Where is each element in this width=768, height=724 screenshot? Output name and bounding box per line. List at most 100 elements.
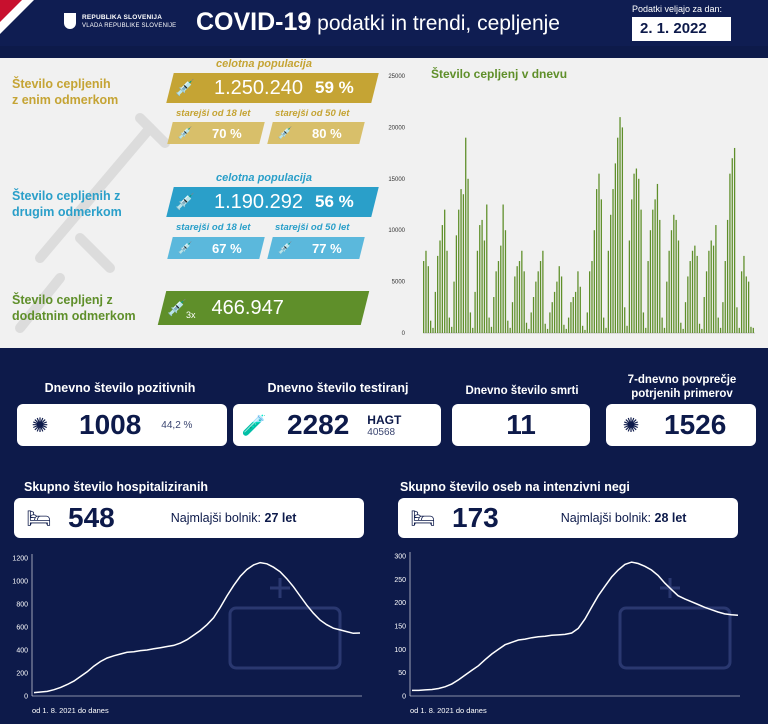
vaccination-bar — [605, 327, 607, 333]
vaccination-bar — [687, 276, 689, 333]
vaccination-bar — [617, 137, 619, 333]
vaccination-bar — [745, 276, 747, 333]
booster-label: Število cepljenj z dodatnim odmerkom — [12, 293, 136, 323]
vaccination-bar — [567, 317, 570, 333]
vaccination-bar — [495, 271, 497, 333]
y-tick-label: 0 — [402, 331, 406, 337]
syringe-icon: 💉 — [177, 241, 193, 255]
org-name-line2: VLADA REPUBLIKE SLOVENIJE — [82, 23, 177, 29]
icu-youngest-value: 28 let — [654, 511, 687, 525]
y-tick-label: 800 — [16, 602, 28, 609]
second-dose-pct: 56 % — [314, 192, 354, 211]
vaccination-bar — [603, 317, 605, 333]
vaccination-bar — [586, 312, 588, 333]
tests-value: 2282 — [287, 409, 350, 440]
vaccination-bar — [479, 225, 481, 333]
daily-vaccination-chart-title: Število cepljenj v dnevu — [431, 66, 567, 81]
second-dose-age18-bar: 💉 67 % — [167, 237, 265, 259]
vaccination-bar — [532, 297, 535, 333]
second-dose-pop-label: celotna populacija — [216, 172, 312, 184]
syringe-icon: 💉 — [177, 126, 193, 140]
vaccination-bar — [659, 219, 661, 333]
icu-xlabel: od 1. 8. 2021 do danes — [410, 706, 487, 715]
y-tick-label: 1000 — [12, 579, 28, 586]
vaccination-bar — [619, 117, 621, 333]
hospital-bed-icon: 🛏 — [410, 507, 436, 530]
vaccination-bar — [577, 271, 579, 333]
vaccination-bar — [610, 214, 612, 333]
vaccination-bar — [717, 317, 719, 333]
second-dose-count: 1.190.292 — [214, 190, 303, 213]
vaccination-bar — [654, 199, 656, 333]
vaccination-bar — [514, 276, 516, 333]
hosp-value: 548 — [68, 502, 115, 533]
vaccination-bar — [574, 291, 577, 333]
vaccination-bar — [509, 327, 511, 333]
vaccination-bar — [661, 317, 663, 333]
vaccination-bar — [680, 322, 682, 333]
vaccination-bar — [490, 326, 493, 333]
vaccination-bar — [684, 302, 687, 333]
vaccination-bar — [572, 297, 574, 333]
vaccination-bar — [666, 281, 668, 333]
vaccination-bar — [701, 328, 703, 333]
page-title: COVID-19 podatki in trendi, cepljenje — [196, 8, 560, 37]
booster-badge: 3x — [186, 310, 196, 320]
vaccination-bar — [430, 320, 432, 333]
positive-pct: 44,2 % — [161, 419, 193, 431]
booster-bar: 💉 3x 466.947 — [157, 291, 370, 325]
vaccination-bar — [614, 163, 617, 333]
hospitalized-chart: 0 200 400 600 800 1000 1200 od 1. 8. 2021 do d… — [12, 554, 362, 715]
vaccination-bar — [638, 178, 640, 333]
daily-vaccination-chart: Število cepljenj v dnevu 0 5000 10000 15000… — [388, 66, 755, 337]
vaccination-bar — [504, 230, 507, 333]
vaccination-bar — [472, 327, 474, 333]
second-dose-bar: 💉 1.190.292 56 % — [166, 187, 379, 217]
tests-card: 🧪 2282 HAGT 40568 — [233, 404, 441, 446]
vaccination-bar — [551, 302, 553, 333]
vaccination-bar — [726, 219, 729, 333]
vaccination-bar — [691, 250, 694, 333]
vaccination-bar — [696, 255, 698, 333]
page-title-sub: podatki in trendi, cepljenje — [311, 12, 560, 35]
valid-date-value: 2. 1. 2022 — [632, 17, 731, 41]
vaccination-bar — [703, 297, 705, 333]
first-dose-pop-label: celotna populacija — [216, 58, 312, 70]
vaccination-bar — [453, 281, 455, 333]
icu-youngest-label: Najmlajši bolnik: — [560, 511, 655, 525]
vaccination-bar — [425, 250, 427, 333]
org-name-line1: REPUBLIKA SLOVENIJA — [82, 14, 163, 21]
positive-value: 1008 — [79, 409, 142, 440]
first-dose-age18-label: starejši od 18 let — [176, 108, 251, 119]
vaccination-bar — [451, 326, 453, 333]
vaccination-bar — [563, 324, 565, 333]
vaccination-bar — [677, 240, 680, 333]
y-tick-label: 0 — [402, 694, 406, 701]
vaccination-bar — [502, 204, 504, 333]
flag-stripe-red — [0, 0, 22, 22]
y-tick-label: 1200 — [12, 556, 28, 563]
hosp-youngest-value: 27 let — [264, 511, 297, 525]
vaccination-bar — [656, 183, 659, 333]
vaccination-bar — [647, 261, 649, 333]
vaccination-bar — [521, 250, 523, 333]
y-tick-label: 150 — [394, 624, 406, 631]
hosp-label: Skupno število hospitaliziranih — [24, 480, 209, 494]
vaccination-bar — [649, 230, 652, 333]
y-tick-label: 300 — [394, 554, 406, 561]
y-tick-label: 100 — [394, 647, 406, 654]
virus-icon: ✺ — [622, 414, 640, 437]
vaccination-bar — [596, 189, 598, 333]
vaccination-bar — [549, 312, 551, 333]
y-tick-label: 20000 — [388, 125, 405, 131]
vaccination-bar — [439, 240, 441, 333]
vaccination-bar — [628, 240, 631, 333]
vaccination-bar — [710, 240, 712, 333]
vaccination-bar — [598, 173, 600, 333]
avg7-value: 1526 — [664, 409, 727, 440]
vaccination-bar — [584, 329, 586, 333]
vaccination-section: Število cepljenih z enim odmerkom celotna… — [0, 58, 768, 348]
vaccination-bar — [493, 297, 495, 333]
vaccination-bar — [642, 312, 645, 333]
vaccination-bar — [467, 178, 469, 333]
